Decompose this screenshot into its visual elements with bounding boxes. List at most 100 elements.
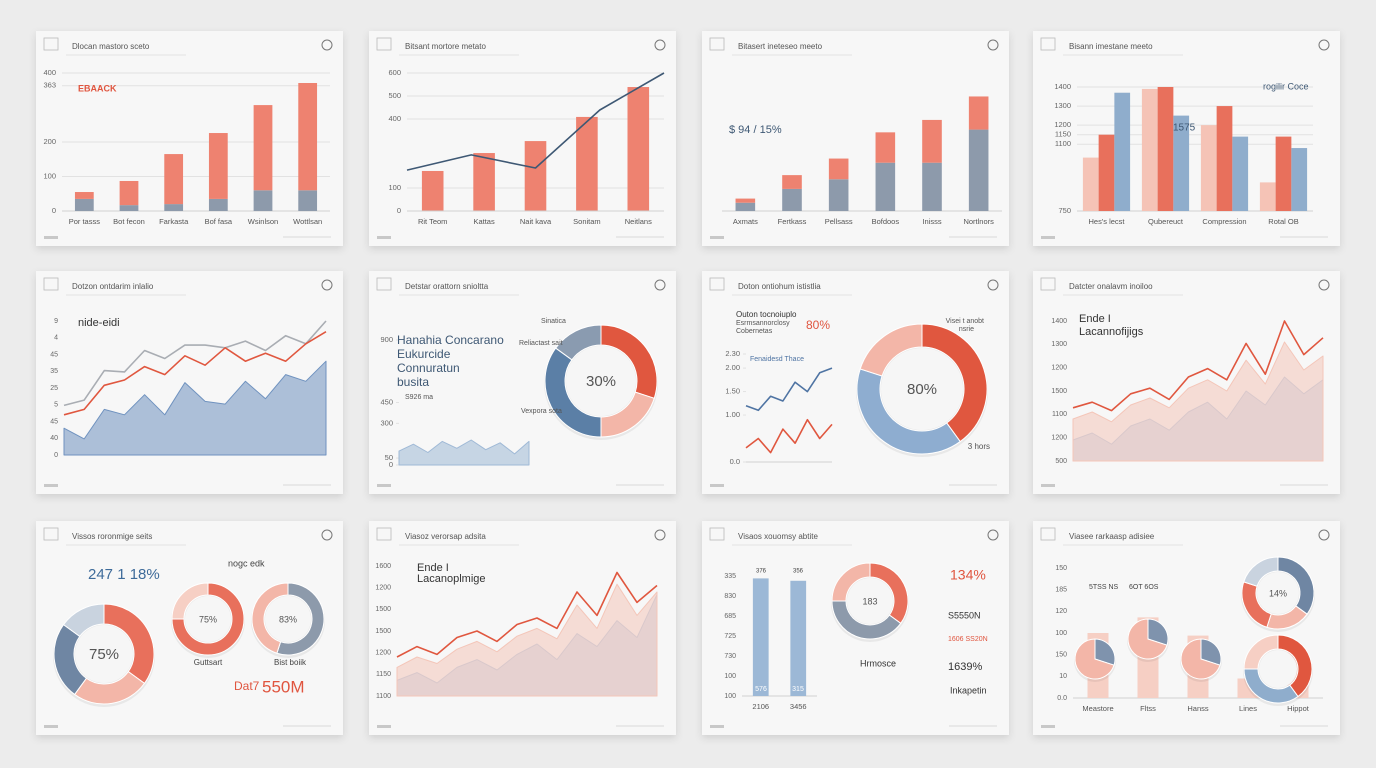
x-tick-label: Lines — [1239, 704, 1257, 713]
annotation: EBAACK — [78, 83, 117, 93]
annotation: Guttsart — [194, 658, 223, 667]
donut-segment — [859, 323, 923, 377]
y-tick-label: 300 — [380, 418, 393, 427]
donut-hole — [1259, 650, 1297, 688]
donut-segment — [831, 562, 871, 602]
y-tick-label: 1200 — [375, 585, 391, 592]
donut-segment — [251, 582, 289, 654]
card-title: Viasoz verorsap adsita — [405, 532, 486, 541]
bar — [627, 87, 650, 211]
donut-segment — [1243, 634, 1279, 670]
x-tick-label: 3456 — [790, 702, 807, 711]
bar — [119, 205, 139, 211]
footer-mark — [377, 484, 391, 487]
annotation: 6OT 6OS — [1129, 584, 1159, 591]
bar — [298, 190, 318, 211]
bar — [752, 578, 769, 696]
footer-mark — [44, 236, 58, 239]
card-title: Dlocan mastoro sceto — [72, 42, 150, 51]
x-tick-label: Qubereuct — [1148, 217, 1184, 226]
bar — [421, 170, 444, 211]
donut-segment — [1074, 638, 1115, 680]
y-tick-label: 5 — [54, 402, 58, 409]
footer-mark — [710, 725, 724, 728]
card-title: Bitsant mortore metato — [405, 42, 486, 51]
donut-segment — [62, 603, 105, 638]
x-tick-label: Nortlnors — [963, 217, 994, 226]
y-tick-label: 2.30 — [725, 349, 740, 358]
bar — [1216, 106, 1233, 211]
annotation: Ende I — [1079, 313, 1111, 325]
card-title: Detstar orattorn snioltta — [405, 282, 489, 291]
y-tick-label: 1500 — [375, 606, 391, 613]
line — [406, 72, 665, 171]
y-tick-label: 1600 — [375, 563, 391, 570]
y-tick-label: 1300 — [1051, 341, 1067, 348]
donut-segment — [1243, 556, 1279, 587]
card-logo — [709, 277, 725, 291]
y-tick-label: 1200 — [1051, 365, 1067, 372]
footer-mark — [377, 236, 391, 239]
y-tick-label: 500 — [1055, 458, 1067, 465]
card-icon — [1318, 39, 1330, 51]
x-tick-label: Bot fecon — [113, 217, 145, 226]
x-tick-label: Axmats — [733, 217, 758, 226]
y-tick-label: 40 — [50, 435, 58, 442]
footer-mark — [1041, 725, 1055, 728]
card — [369, 31, 676, 246]
bar — [1082, 157, 1099, 211]
bar — [828, 158, 849, 180]
y-tick-label: 1300 — [1054, 101, 1071, 110]
annotation: 80% — [806, 318, 830, 332]
annotation: busita — [397, 375, 429, 389]
y-tick-label: 400 — [388, 114, 401, 123]
y-tick-label: 900 — [380, 335, 393, 344]
donut-hole — [566, 346, 636, 416]
bar — [875, 162, 896, 211]
x-tick-label: Fltss — [1140, 704, 1156, 713]
bar — [253, 190, 273, 211]
x-tick-label: 2106 — [752, 702, 769, 711]
card-icon — [1318, 529, 1330, 541]
card-logo — [43, 37, 59, 51]
annotation: $ 94 / 15% — [729, 124, 782, 136]
y-tick-label: 335 — [724, 573, 736, 580]
donut-hole — [185, 596, 231, 642]
y-tick-label: 1400 — [1054, 82, 1071, 91]
card-icon — [987, 39, 999, 51]
x-tick-label: Inisss — [922, 217, 941, 226]
donut-hole — [881, 348, 963, 430]
bar — [922, 119, 942, 163]
y-tick-label: 120 — [1055, 608, 1067, 615]
annotation: rogilir Coce — [1263, 81, 1309, 91]
bar — [576, 116, 598, 211]
y-tick-label: 1150 — [1055, 130, 1071, 139]
footer-mark — [377, 725, 391, 728]
card-logo — [376, 277, 392, 291]
annotation: 1575 — [1173, 123, 1196, 134]
bar — [74, 192, 94, 199]
donut-segment — [921, 323, 988, 443]
y-tick-label: 1500 — [375, 628, 391, 635]
bar — [253, 105, 273, 191]
y-tick-label: 0 — [54, 452, 58, 459]
line — [1072, 320, 1324, 412]
y-tick-label: 185 — [1055, 587, 1067, 594]
card-logo — [1040, 277, 1056, 291]
footer-mark — [44, 725, 58, 728]
x-tick-label: Bofdoos — [872, 217, 900, 226]
bar — [828, 179, 849, 211]
y-tick-label: 1100 — [1052, 411, 1067, 418]
annotation: Hrmosce — [860, 658, 896, 668]
annotation: 5TSS NS — [1089, 584, 1119, 591]
annotation: nsrie — [959, 326, 974, 333]
y-tick-label: 1200 — [1051, 435, 1067, 442]
area — [398, 439, 530, 466]
y-tick-label: 730 — [724, 653, 736, 660]
bar — [922, 162, 942, 211]
annotation: 134% — [950, 567, 986, 583]
bar — [968, 96, 989, 130]
footer-mark — [1041, 484, 1055, 487]
y-tick-label: 1400 — [1051, 318, 1067, 325]
card-logo — [43, 527, 59, 541]
